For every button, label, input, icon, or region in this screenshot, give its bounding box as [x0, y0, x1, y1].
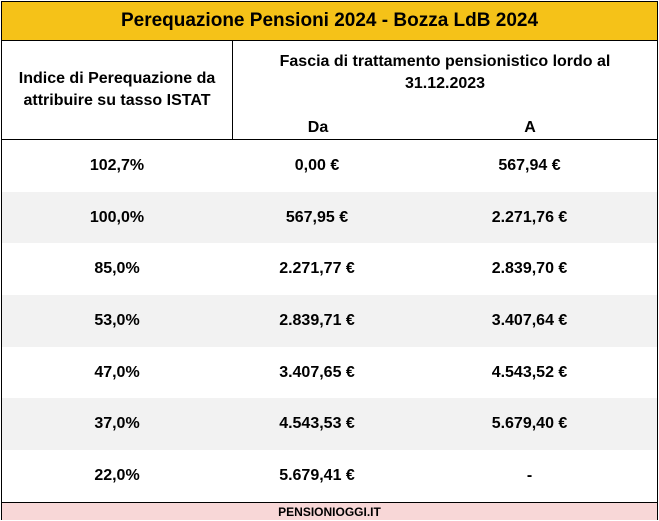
cell-a: 3.407,64 € — [491, 311, 568, 329]
table-row: 100,0% 567,95 € 2.271,76 € — [2, 191, 657, 244]
cell-a: - — [526, 466, 533, 484]
cell-indice: 100,0% — [89, 208, 145, 226]
cell-da: 0,00 € — [294, 156, 340, 174]
cell-a: 567,94 € — [498, 156, 561, 174]
cell-indice: 47,0% — [94, 363, 140, 381]
table-row: 102,7% 0,00 € 567,94 € — [2, 140, 657, 192]
header-fascia-line1: Fascia di trattamento pensionistico lord… — [279, 53, 611, 70]
table-row: 85,0% 2.271,77 € 2.839,70 € — [2, 243, 657, 295]
table-row: 47,0% 3.407,65 € 4.543,52 € — [2, 347, 657, 399]
header-col-da: Da — [307, 119, 329, 136]
cell-a: 4.543,52 € — [491, 363, 568, 381]
header-col-a: A — [524, 119, 536, 136]
cell-indice: 37,0% — [94, 415, 140, 433]
cell-a: 2.839,70 € — [491, 260, 568, 278]
cell-da: 2.271,77 € — [279, 260, 355, 278]
cell-indice: 22,0% — [94, 466, 140, 484]
cell-indice: 53,0% — [94, 311, 140, 329]
table-row: 53,0% 2.839,71 € 3.407,64 € — [2, 295, 657, 347]
header-indice-line1: Indice di Perequazione da — [18, 70, 216, 87]
header-fascia-label: Fascia di trattamento pensionistico lord… — [233, 51, 657, 95]
cell-a: 5.679,40 € — [491, 415, 568, 433]
cell-da: 5.679,41 € — [279, 466, 355, 484]
cell-indice: 85,0% — [94, 260, 140, 278]
cell-indice: 102,7% — [89, 156, 145, 174]
footer-source: PENSIONIOGGI.IT — [2, 502, 657, 520]
header-fascia-line2: 31.12.2023 — [404, 75, 486, 92]
table-body: 102,7% 0,00 € 567,94 € 100,0% 567,95 € 2… — [2, 140, 657, 502]
cell-da: 2.839,71 € — [279, 311, 355, 329]
header-indice: Indice di Perequazione da attribuire su … — [2, 41, 233, 140]
cell-da: 4.543,53 € — [279, 415, 355, 433]
cell-da: 3.407,65 € — [279, 363, 355, 381]
header-fascia: Fascia di trattamento pensionistico lord… — [233, 41, 657, 140]
cell-a: 2.271,76 € — [491, 208, 568, 226]
header-indice-line2: attribuire su tasso ISTAT — [23, 92, 211, 109]
table-row: 22,0% 5.679,41 € - — [2, 450, 657, 502]
cell-da: 567,95 € — [285, 208, 349, 226]
table-title: Perequazione Pensioni 2024 - Bozza LdB 2… — [2, 2, 657, 41]
table-row: 37,0% 4.543,53 € 5.679,40 € — [2, 398, 657, 451]
